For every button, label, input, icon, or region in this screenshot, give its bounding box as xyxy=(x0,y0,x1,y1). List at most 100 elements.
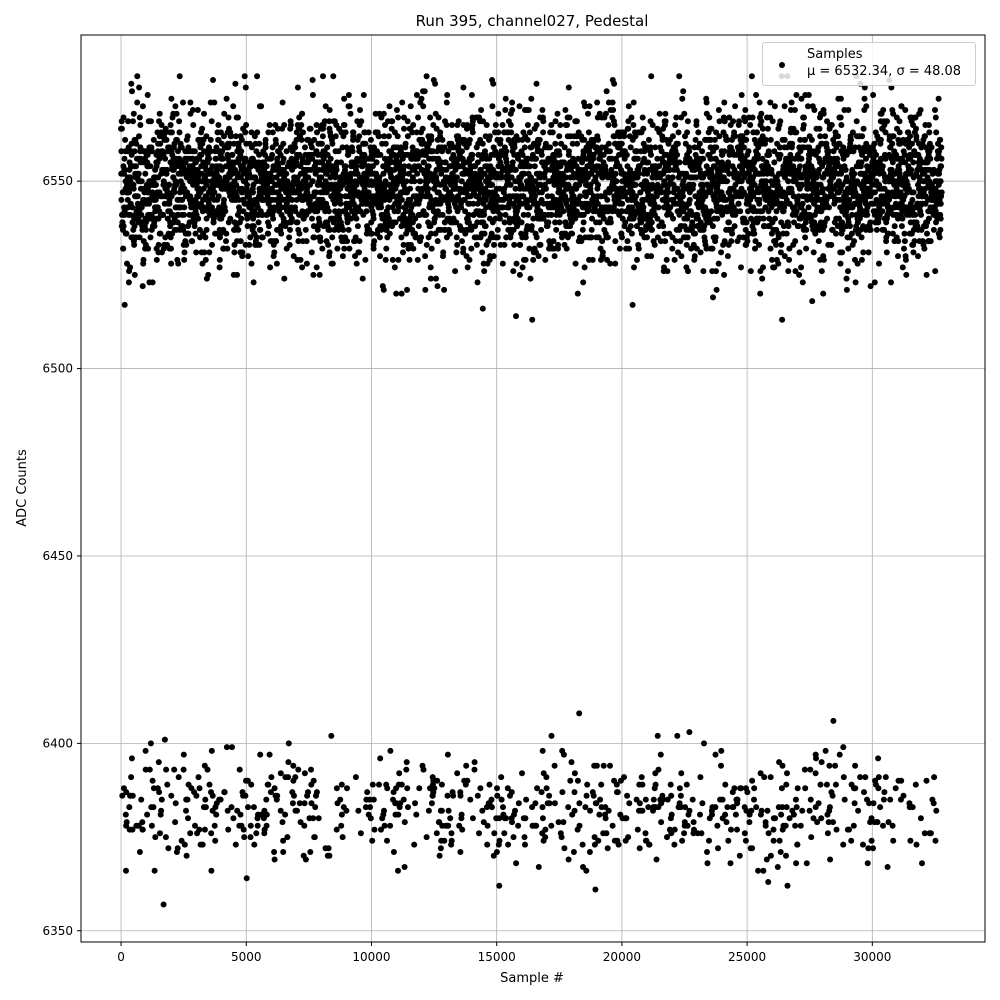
data-point xyxy=(779,316,786,323)
data-point xyxy=(325,845,332,852)
data-point xyxy=(155,759,162,766)
data-point xyxy=(273,238,280,245)
data-point xyxy=(603,88,610,95)
data-point xyxy=(204,178,210,185)
data-point xyxy=(444,751,451,758)
data-point xyxy=(258,103,265,110)
data-point xyxy=(777,849,784,855)
data-point xyxy=(774,864,781,870)
data-point xyxy=(709,245,716,252)
data-point xyxy=(411,841,418,848)
data-point xyxy=(476,830,482,837)
data-point xyxy=(362,256,369,263)
data-point xyxy=(693,118,700,125)
data-point xyxy=(452,268,459,275)
data-point xyxy=(339,144,346,151)
data-point xyxy=(373,159,380,166)
data-point xyxy=(238,148,245,155)
data-point xyxy=(123,867,129,874)
data-point xyxy=(213,811,220,818)
data-point xyxy=(352,234,359,241)
data-point xyxy=(796,271,803,278)
data-point xyxy=(470,200,477,207)
data-point xyxy=(596,219,603,226)
data-point xyxy=(183,241,190,248)
data-point xyxy=(181,256,188,263)
data-point xyxy=(744,789,751,796)
data-point xyxy=(523,796,530,803)
data-point xyxy=(724,253,731,260)
data-point xyxy=(176,129,183,136)
data-point xyxy=(153,256,160,263)
data-point xyxy=(772,215,778,222)
data-point xyxy=(599,238,606,245)
data-point xyxy=(338,781,345,788)
data-point xyxy=(712,751,719,758)
data-point xyxy=(501,830,508,837)
data-point xyxy=(587,807,594,814)
data-point xyxy=(356,133,363,140)
data-point xyxy=(556,211,563,218)
data-point xyxy=(783,230,790,237)
data-point xyxy=(513,313,519,320)
data-point xyxy=(262,144,269,151)
data-point xyxy=(185,815,191,822)
data-point xyxy=(215,122,222,128)
data-point xyxy=(793,92,800,98)
data-point xyxy=(248,781,255,788)
data-point xyxy=(758,110,765,117)
data-point xyxy=(369,163,376,170)
data-point xyxy=(570,849,577,855)
data-point xyxy=(297,819,304,826)
data-point xyxy=(242,129,249,136)
data-point xyxy=(162,155,169,162)
data-point xyxy=(319,133,326,140)
data-point xyxy=(479,305,486,312)
data-point xyxy=(722,811,729,818)
data-point xyxy=(311,136,318,143)
data-point xyxy=(600,215,607,222)
data-point xyxy=(646,841,653,848)
data-point xyxy=(362,804,369,811)
data-point xyxy=(791,107,798,113)
data-point xyxy=(756,241,762,248)
data-point xyxy=(760,264,766,271)
data-point xyxy=(232,133,239,140)
data-point xyxy=(367,136,374,143)
data-point xyxy=(745,148,752,155)
data-point xyxy=(660,223,667,230)
data-point xyxy=(767,852,774,859)
data-point xyxy=(180,99,186,106)
data-point xyxy=(469,815,476,822)
data-point xyxy=(342,170,349,177)
data-point xyxy=(607,260,614,267)
data-point xyxy=(499,260,506,267)
data-point xyxy=(563,245,570,252)
data-point xyxy=(505,841,512,848)
data-point xyxy=(662,110,669,117)
data-point xyxy=(143,226,149,233)
data-point xyxy=(415,223,422,230)
data-point xyxy=(118,196,125,203)
data-point xyxy=(468,92,475,98)
data-point xyxy=(209,241,215,248)
data-point xyxy=(458,811,465,818)
data-point xyxy=(551,762,558,769)
data-point xyxy=(441,286,448,293)
data-point xyxy=(497,211,504,218)
data-point xyxy=(223,744,230,751)
data-point xyxy=(428,196,435,203)
data-point xyxy=(416,785,423,792)
data-point xyxy=(554,110,561,117)
data-point xyxy=(564,122,570,128)
data-point xyxy=(236,766,243,773)
data-point xyxy=(468,226,475,233)
data-point xyxy=(323,170,330,177)
data-point xyxy=(538,789,545,796)
data-point xyxy=(240,826,247,833)
data-point xyxy=(251,841,258,848)
data-point xyxy=(133,163,139,170)
data-point xyxy=(248,260,255,267)
data-point xyxy=(626,245,633,252)
data-point xyxy=(592,886,599,893)
